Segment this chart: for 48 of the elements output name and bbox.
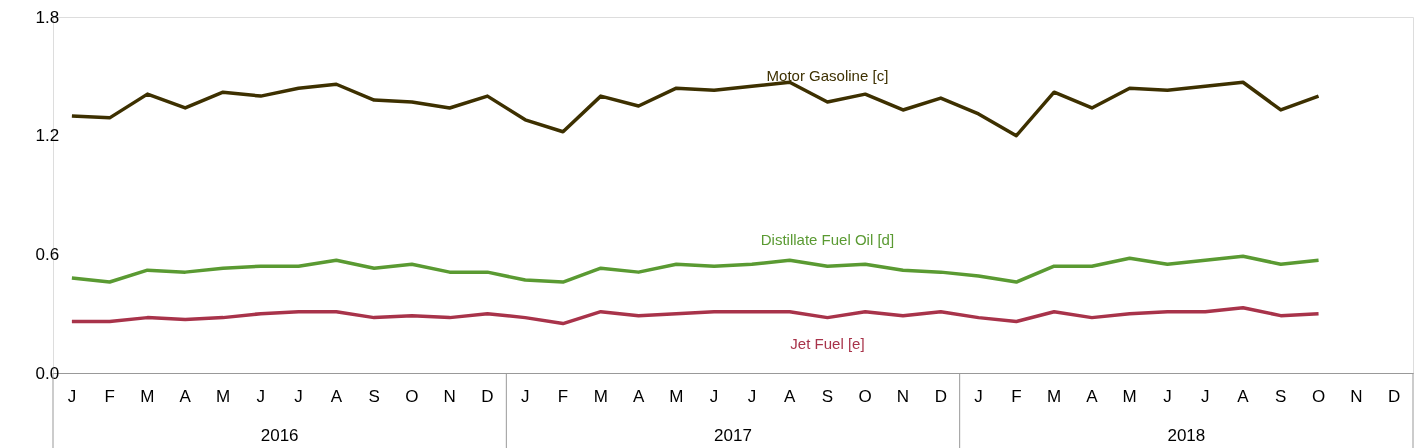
y-tick-label: 0.6 [35,244,60,264]
x-tick-label: M [1047,387,1062,406]
x-tick-label: J [1200,387,1210,406]
x-tick-label: M [1122,387,1137,406]
x-tick-label: M [593,387,608,406]
y-tick-label: 0.0 [35,363,60,383]
x-tick-label: O [405,387,419,406]
x-tick-label: J [709,387,719,406]
series-label: Jet Fuel [e] [790,334,865,352]
series-label: Motor Gasoline [c] [766,67,889,85]
x-tick-label: O [858,387,872,406]
x-tick-label: S [368,387,380,406]
x-tick-label: S [821,387,834,406]
x-tick-label: M [215,387,231,406]
x-tick-label: N [1350,387,1363,406]
x-tick-label: M [669,387,684,406]
x-tick-label: N [896,387,910,406]
x-tick-label: A [1237,387,1250,406]
line-series [70,254,1321,284]
x-tick-label: J [67,387,77,406]
x-tick-label: A [179,387,192,406]
x-tick-label: F [1011,387,1022,406]
y-tick-label: 1.2 [35,126,60,146]
x-tick-label: J [974,387,983,406]
x-tick-label: D [934,387,947,406]
text: 2018 [1167,426,1206,445]
x-tick-label: A [1086,387,1099,406]
x-tick-label: M [140,387,155,406]
text: 2016 [260,426,299,445]
x-tick-label: A [330,387,343,406]
series-label: Distillate Fuel Oil [d] [760,231,895,249]
x-tick-label: A [783,387,796,406]
x-tick-label: J [1163,387,1172,406]
x-tick-label: S [1275,387,1287,406]
y-tick-label: 1.8 [35,7,60,27]
x-tick-label: A [632,387,645,406]
x-tick-label: J [256,387,266,406]
x-tick-label: J [747,387,757,406]
x-tick-label: D [481,387,494,406]
x-tick-label: J [520,387,530,406]
x-tick-label: D [1387,387,1401,406]
x-tick-label: F [104,387,115,406]
x-tick-label: O [1311,387,1326,406]
text: 2017 [714,426,752,445]
line-series [70,305,1321,326]
x-tick-label: N [443,387,456,406]
x-tick-label: F [557,387,569,406]
x-tick-label: J [294,387,303,406]
